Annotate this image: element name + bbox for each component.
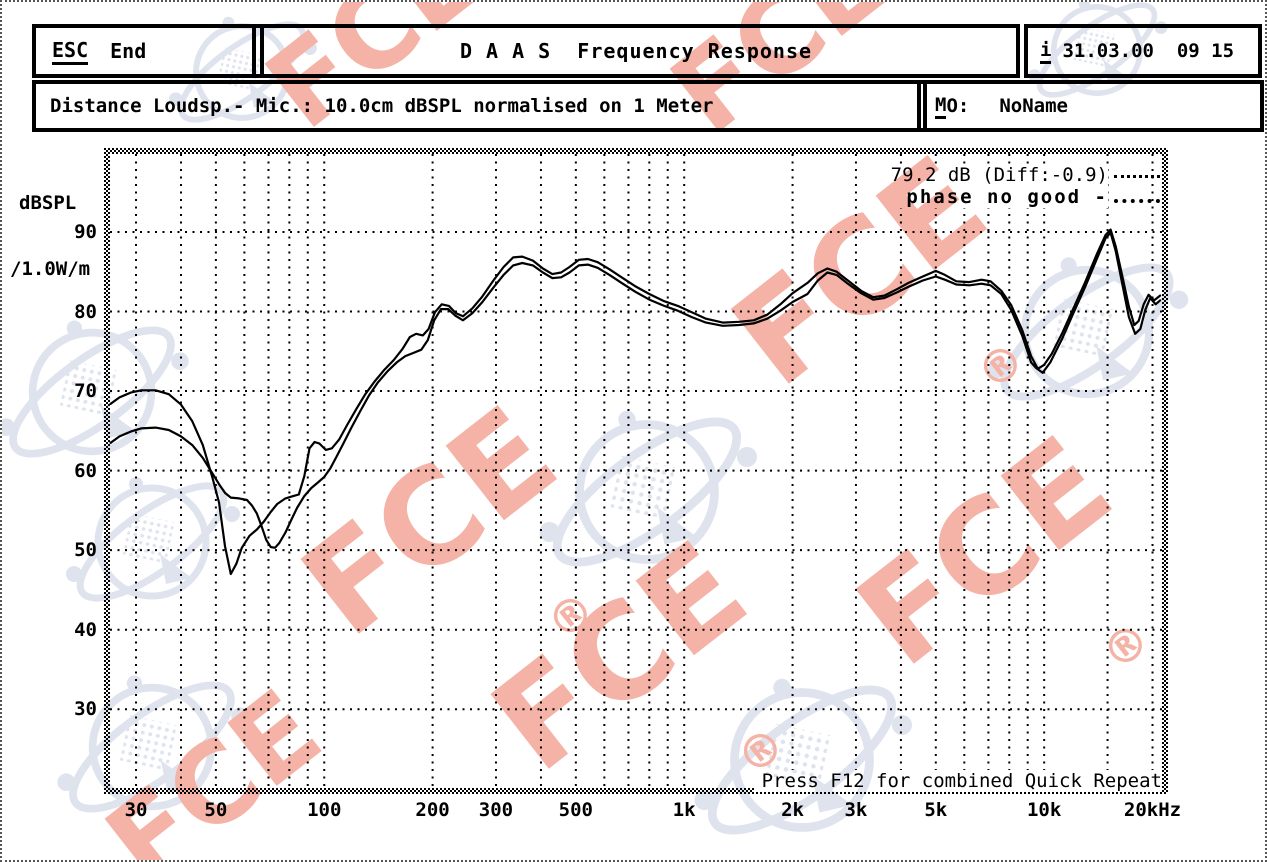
y-tick-label: 80 — [74, 300, 97, 323]
y-tick-label: 60 — [74, 459, 97, 482]
x-tick-label: 30 — [124, 799, 148, 821]
x-tick-label: 20kHz — [1123, 799, 1182, 821]
y-tick-label: 50 — [74, 539, 97, 562]
x-tick-label: 300 — [478, 799, 514, 821]
y-axis-unit: dBSPL /1.0W/m — [10, 192, 91, 280]
mo-label-rest: O: — [946, 95, 970, 117]
app-title-bar: D A A S Frequency Response — [252, 24, 1020, 78]
y-tick-label: 90 — [74, 220, 97, 243]
legend-line-sample-2 — [1114, 199, 1160, 203]
f12-hint-label: Press F12 for combined Quick Repeat — [754, 770, 1162, 792]
page-title: D A A S Frequency Response — [459, 39, 813, 63]
model-name-button[interactable]: M O: NoName — [917, 80, 1264, 132]
datetime-label: 31.03.00 09 15 — [1062, 40, 1235, 62]
esc-key-label: ESC — [52, 38, 89, 65]
plot-grid — [110, 154, 1162, 788]
x-tick-label: 3k — [844, 799, 868, 821]
x-tick-label: 5k — [924, 799, 948, 821]
x-tick-label: 500 — [558, 799, 593, 821]
esc-end-button[interactable]: ESC End — [32, 24, 264, 78]
x-tick-label: 200 — [415, 799, 450, 821]
x-tick-label: 1k — [672, 799, 696, 821]
x-tick-label: 100 — [307, 799, 342, 821]
esc-action-label: End — [110, 39, 147, 63]
y-tick-label: 70 — [74, 380, 97, 403]
info-datetime-button[interactable]: i 31.03.00 09 15 — [1024, 24, 1262, 78]
phase-status-label: phase no good - — [882, 186, 1108, 208]
level-readout-label: 79.2 dB (Diff:-0.9) — [874, 164, 1108, 186]
x-tick-label: 10k — [1026, 799, 1062, 821]
measurement-info-bar: Distance Loudsp.- Mic.: 10.0cm dBSPL nor… — [32, 80, 927, 132]
measurement-info-label: Distance Loudsp.- Mic.: 10.0cm dBSPL nor… — [50, 95, 714, 117]
info-key-label: i — [1040, 39, 1052, 64]
model-name-value: NoName — [999, 95, 1068, 117]
y-tick-label: 40 — [74, 618, 97, 641]
y-tick-label: 30 — [74, 698, 97, 721]
mo-key-label: M — [935, 94, 947, 119]
x-tick-label: 50 — [204, 799, 228, 821]
legend-line-sample-1 — [1114, 175, 1160, 178]
